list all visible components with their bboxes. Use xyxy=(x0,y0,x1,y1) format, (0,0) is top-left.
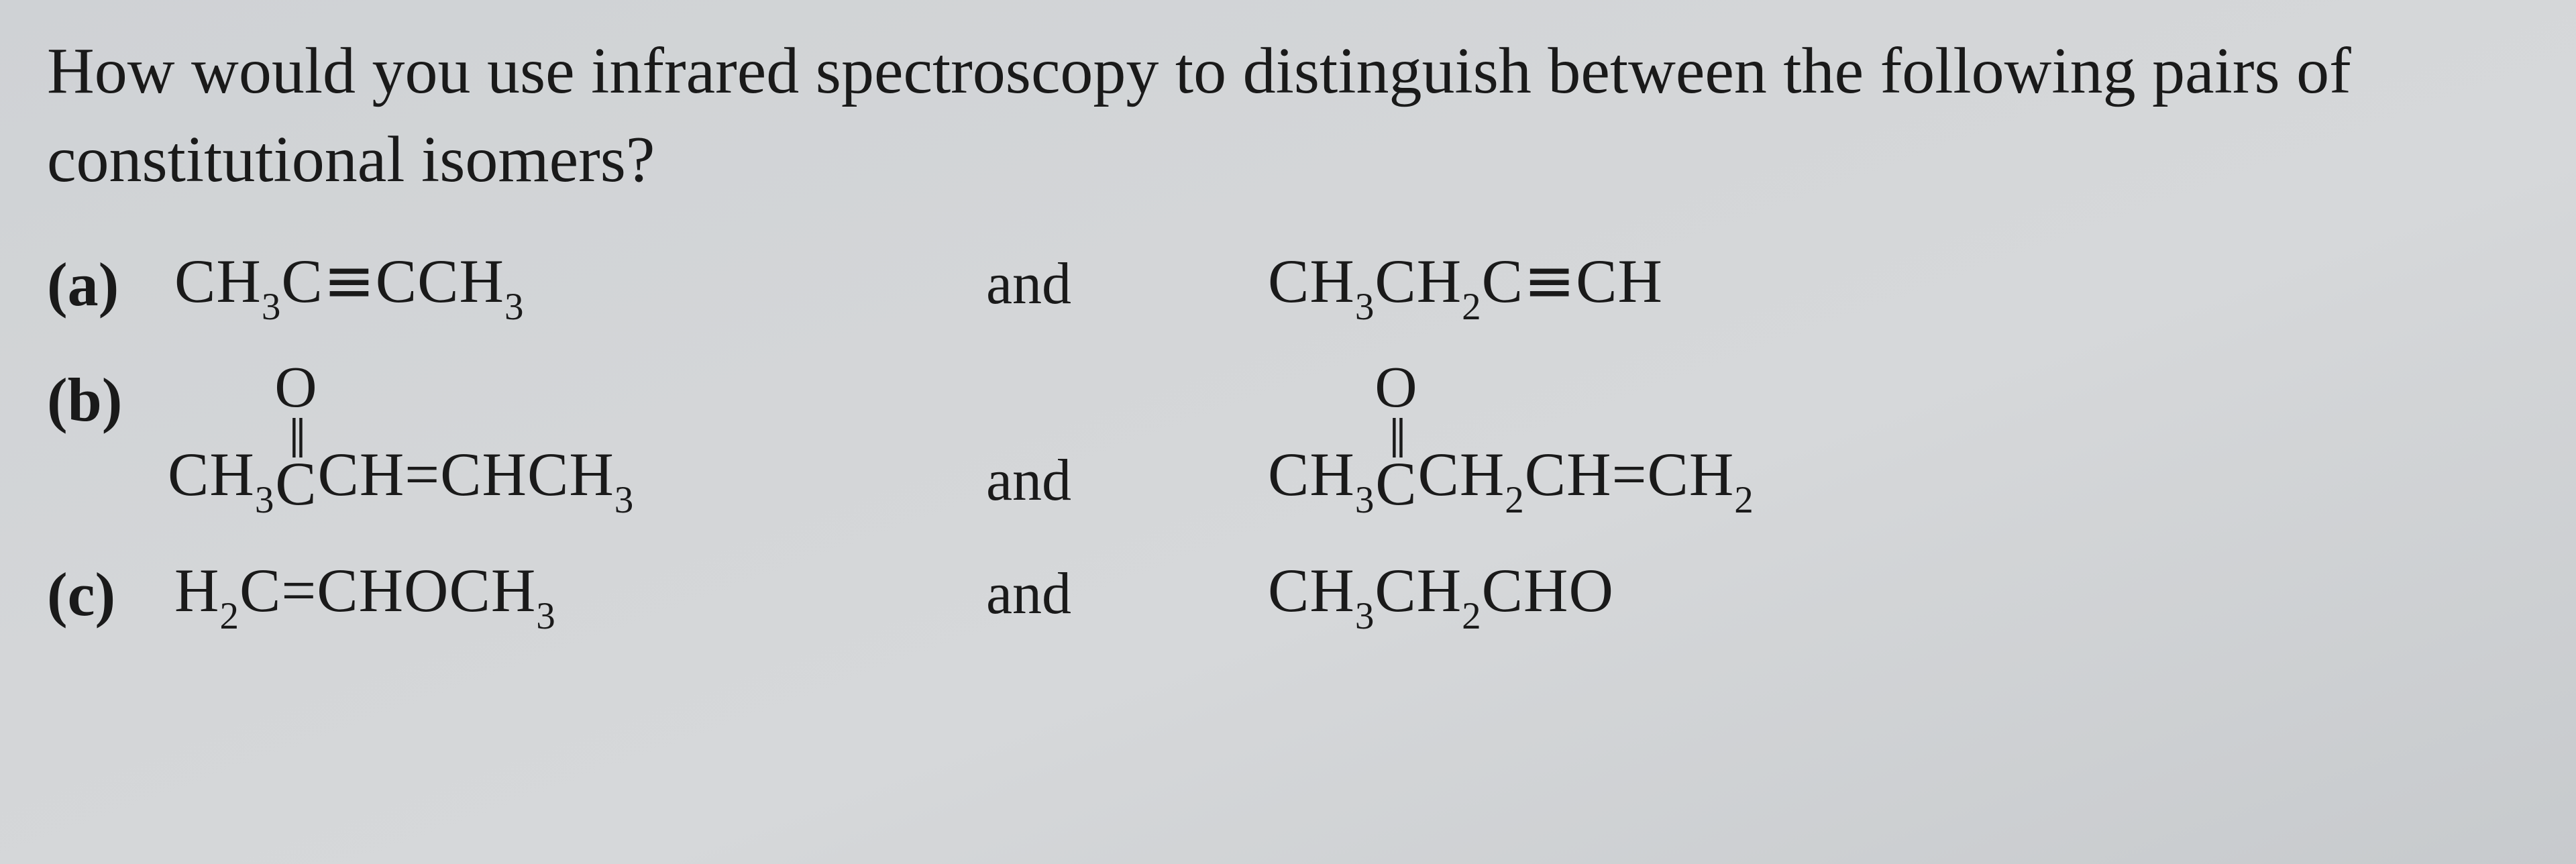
part-c-right-formula: CH3CH2CHO xyxy=(1268,556,1614,625)
part-a-label: (a) xyxy=(47,249,148,320)
carbonyl-double-bond: || xyxy=(289,416,303,453)
sub: 3 xyxy=(536,595,556,637)
sub: 2 xyxy=(1505,479,1525,521)
triple-bond: ≡ xyxy=(1523,245,1576,317)
question-text: How would you use infrared spectroscopy … xyxy=(47,27,2529,205)
part-b-left-formula: CH3 O || C CH=CHCH3 xyxy=(168,358,634,515)
sub: 3 xyxy=(1355,595,1375,637)
sub: 3 xyxy=(614,479,635,521)
sub: 3 xyxy=(1355,286,1375,328)
carbonyl-group: O || C xyxy=(1375,358,1417,515)
part-b-row: (b) CH3 O || C CH=CHCH3 and CH3 O || C C… xyxy=(47,358,2529,515)
and-label: and xyxy=(986,250,1241,318)
part-c-label: (c) xyxy=(47,559,148,630)
sub: 3 xyxy=(262,286,282,328)
part-b-right-formula: CH3 O || C CH2CH=CH2 xyxy=(1268,358,1754,515)
sub: 3 xyxy=(1355,479,1375,521)
carbonyl-oxygen: O xyxy=(274,358,317,416)
triple-bond: ≡ xyxy=(323,245,376,317)
sub: 2 xyxy=(1734,479,1754,521)
carbonyl-double-bond: || xyxy=(1389,416,1403,453)
part-a-right-formula: CH3CH2C≡CH xyxy=(1268,247,1663,315)
carbonyl-oxygen: O xyxy=(1375,358,1417,416)
part-c-row: (c) H2C=CHOCH3 and CH3CH2CHO xyxy=(47,555,2529,633)
sub: 2 xyxy=(1462,286,1482,328)
sub: 3 xyxy=(504,286,525,328)
sub: 3 xyxy=(255,479,275,521)
part-c-left-formula: H2C=CHOCH3 xyxy=(174,555,556,633)
sub: 2 xyxy=(1462,595,1482,637)
and-label: and xyxy=(986,560,1241,628)
part-a-left-formula: CH3C≡CCH3 xyxy=(174,245,524,324)
part-b-label: (b) xyxy=(47,358,168,435)
carbonyl-group: O || C xyxy=(274,358,317,515)
sub: 2 xyxy=(219,595,239,637)
and-label: and xyxy=(986,447,1241,515)
part-a-row: (a) CH3C≡CCH3 and CH3CH2C≡CH xyxy=(47,245,2529,324)
